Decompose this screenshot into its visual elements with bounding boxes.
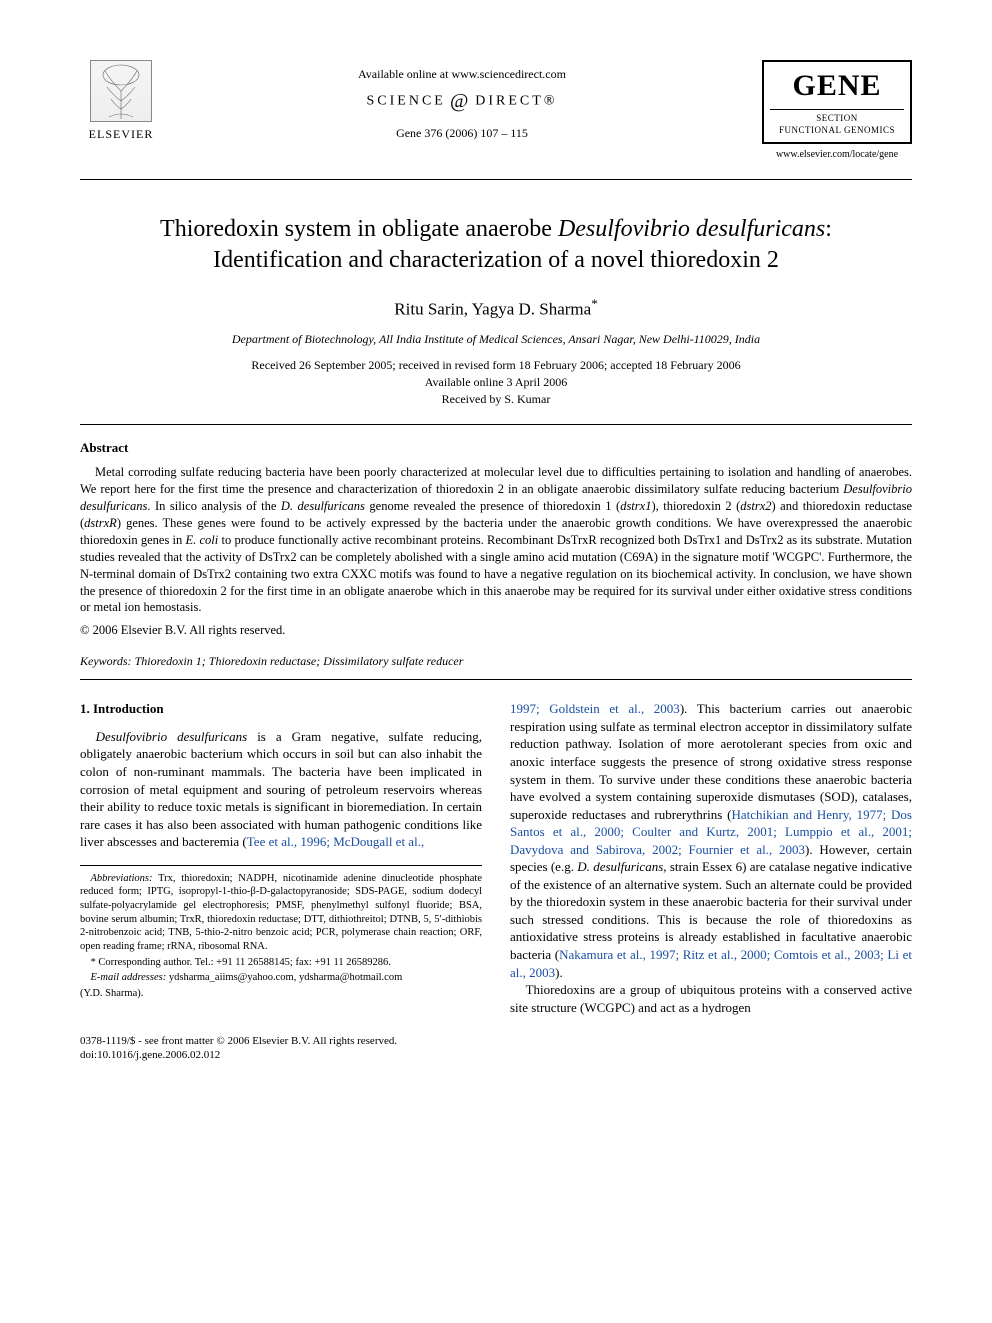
journal-url: www.elsevier.com/locate/gene xyxy=(762,148,912,162)
rule-after-dates xyxy=(80,424,912,425)
publisher-name: ELSEVIER xyxy=(80,126,162,142)
column-right: 1997; Goldstein et al., 2003). This bact… xyxy=(510,700,912,1016)
sd-right: DIRECT® xyxy=(475,94,557,109)
article-dates: Received 26 September 2005; received in … xyxy=(80,357,912,407)
header-center: Available online at www.sciencedirect.co… xyxy=(162,60,762,141)
sd-at-icon: @ xyxy=(446,90,475,112)
dates-editor: Received by S. Kumar xyxy=(80,391,912,408)
abstract-copyright: © 2006 Elsevier B.V. All rights reserved… xyxy=(80,622,912,639)
affiliation: Department of Biotechnology, All India I… xyxy=(80,331,912,347)
abstract: Abstract Metal corroding sulfate reducin… xyxy=(80,439,912,639)
journal-frame: GENE SECTION FUNCTIONAL GENOMICS xyxy=(762,60,912,144)
citation-link[interactable]: Nakamura et al., 1997; Ritz et al., 2000… xyxy=(510,947,912,980)
citation-line: Gene 376 (2006) 107 – 115 xyxy=(162,125,762,141)
journal-section: SECTION xyxy=(770,112,904,124)
keywords: Keywords: Thioredoxin 1; Thioredoxin red… xyxy=(80,653,912,669)
dates-online: Available online 3 April 2006 xyxy=(80,374,912,391)
dates-received: Received 26 September 2005; received in … xyxy=(80,357,912,374)
doi-line: doi:10.1016/j.gene.2006.02.012 xyxy=(80,1048,912,1062)
issn-line: 0378-1119/$ - see front matter © 2006 El… xyxy=(80,1034,912,1048)
email-label: E-mail addresses: xyxy=(91,972,167,983)
keywords-label: Keywords: xyxy=(80,654,132,668)
abbrev-body: Trx, thioredoxin; NADPH, nicotinamide ad… xyxy=(80,873,482,952)
footnote-abbrev: Abbreviations: Trx, thioredoxin; NADPH, … xyxy=(80,872,482,954)
rule-top xyxy=(80,179,912,180)
journal-subsection: FUNCTIONAL GENOMICS xyxy=(770,124,904,136)
email-attribution: (Y.D. Sharma). xyxy=(80,987,482,1001)
author-names: Ritu Sarin, Yagya D. Sharma xyxy=(394,299,591,318)
front-matter-footer: 0378-1119/$ - see front matter © 2006 El… xyxy=(80,1034,912,1063)
publisher-logo: ELSEVIER xyxy=(80,60,162,142)
column-left: 1. Introduction Desulfovibrio desulfuric… xyxy=(80,700,482,1016)
title-post: : xyxy=(825,216,832,242)
journal-box: GENE SECTION FUNCTIONAL GENOMICS www.els… xyxy=(762,60,912,161)
intro-para-1: Desulfovibrio desulfuricans is a Gram ne… xyxy=(80,728,482,851)
rule-after-keywords xyxy=(80,679,912,680)
elsevier-tree-icon xyxy=(90,60,152,122)
citation-link[interactable]: 1997; Goldstein et al., 2003 xyxy=(510,701,680,716)
footnotes: Abbreviations: Trx, thioredoxin; NADPH, … xyxy=(80,865,482,1001)
abstract-heading: Abstract xyxy=(80,439,912,457)
title-block: Thioredoxin system in obligate anaerobe … xyxy=(80,214,912,276)
journal-header: ELSEVIER Available online at www.science… xyxy=(80,60,912,161)
intro-para-2: Thioredoxins are a group of ubiquitous p… xyxy=(510,981,912,1016)
intro-para-1-cont: 1997; Goldstein et al., 2003). This bact… xyxy=(510,700,912,981)
sciencedirect-logo: SCIENCE@DIRECT® xyxy=(162,88,762,115)
footnote-email: E-mail addresses: ydsharma_aiims@yahoo.c… xyxy=(80,971,482,985)
email-addresses: ydsharma_aiims@yahoo.com, ydsharma@hotma… xyxy=(166,972,402,983)
section-heading-intro: 1. Introduction xyxy=(80,700,482,718)
citation-link[interactable]: Tee et al., 1996; McDougall et al., xyxy=(247,834,424,849)
title-species: Desulfovibrio desulfuricans xyxy=(558,216,825,242)
title-pre: Thioredoxin system in obligate anaerobe xyxy=(160,216,558,242)
corresponding-mark: * xyxy=(591,296,598,311)
sd-left: SCIENCE xyxy=(367,94,446,109)
keywords-value: Thioredoxin 1; Thioredoxin reductase; Di… xyxy=(132,654,464,668)
abstract-body: Metal corroding sulfate reducing bacteri… xyxy=(80,464,912,616)
footnote-corresponding: * Corresponding author. Tel.: +91 11 265… xyxy=(80,956,482,970)
available-online-text: Available online at www.sciencedirect.co… xyxy=(162,66,762,82)
authors: Ritu Sarin, Yagya D. Sharma* xyxy=(80,295,912,322)
title-line2: Identification and characterization of a… xyxy=(213,247,779,273)
abbrev-label: Abbreviations: xyxy=(91,873,153,884)
journal-title: GENE xyxy=(770,66,904,110)
body-columns: 1. Introduction Desulfovibrio desulfuric… xyxy=(80,700,912,1016)
article-title: Thioredoxin system in obligate anaerobe … xyxy=(80,214,912,276)
